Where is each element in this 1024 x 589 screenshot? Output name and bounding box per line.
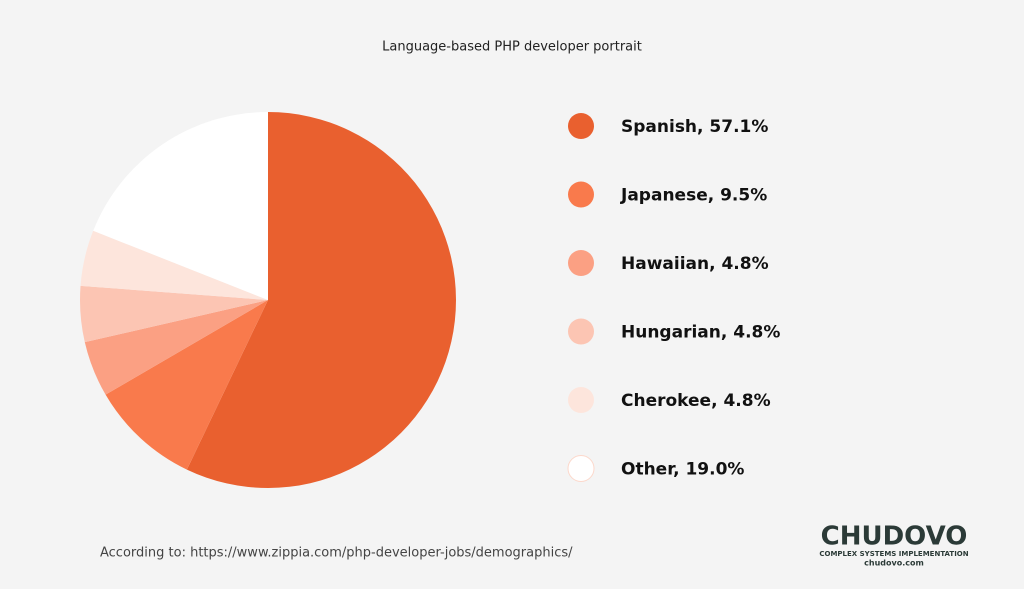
pie-slice	[186, 112, 456, 488]
legend-label: Japanese, 9.5%	[620, 186, 767, 206]
pie-slice	[84, 300, 269, 395]
legend-label: Spanish, 57.1%	[621, 117, 768, 137]
legend-swatch	[568, 113, 594, 139]
pie-slice	[105, 300, 268, 470]
brand-name: CHUDOVO	[821, 522, 968, 552]
brand-tagline: COMPLEX SYSTEMS IMPLEMENTATION	[819, 550, 968, 558]
brand-site: chudovo.com	[864, 559, 924, 568]
legend-label: Hungarian, 4.8%	[621, 323, 780, 343]
chart-title: Language-based PHP developer portrait	[382, 40, 642, 55]
legend-label: Hawaiian, 4.8%	[621, 254, 769, 274]
legend-swatch	[568, 250, 594, 276]
legend-label: Cherokee, 4.8%	[621, 391, 771, 411]
legend-swatch	[567, 455, 595, 482]
pie-slice	[93, 111, 268, 301]
legend-label: Other, 19.0%	[621, 460, 744, 480]
source-note: According to: https://www.zippia.com/php…	[100, 546, 573, 561]
legend-swatch	[568, 181, 594, 208]
pie-slice	[80, 230, 269, 300]
legend-swatch	[568, 318, 594, 345]
pie-slice	[79, 285, 268, 343]
legend-swatch	[568, 387, 594, 413]
